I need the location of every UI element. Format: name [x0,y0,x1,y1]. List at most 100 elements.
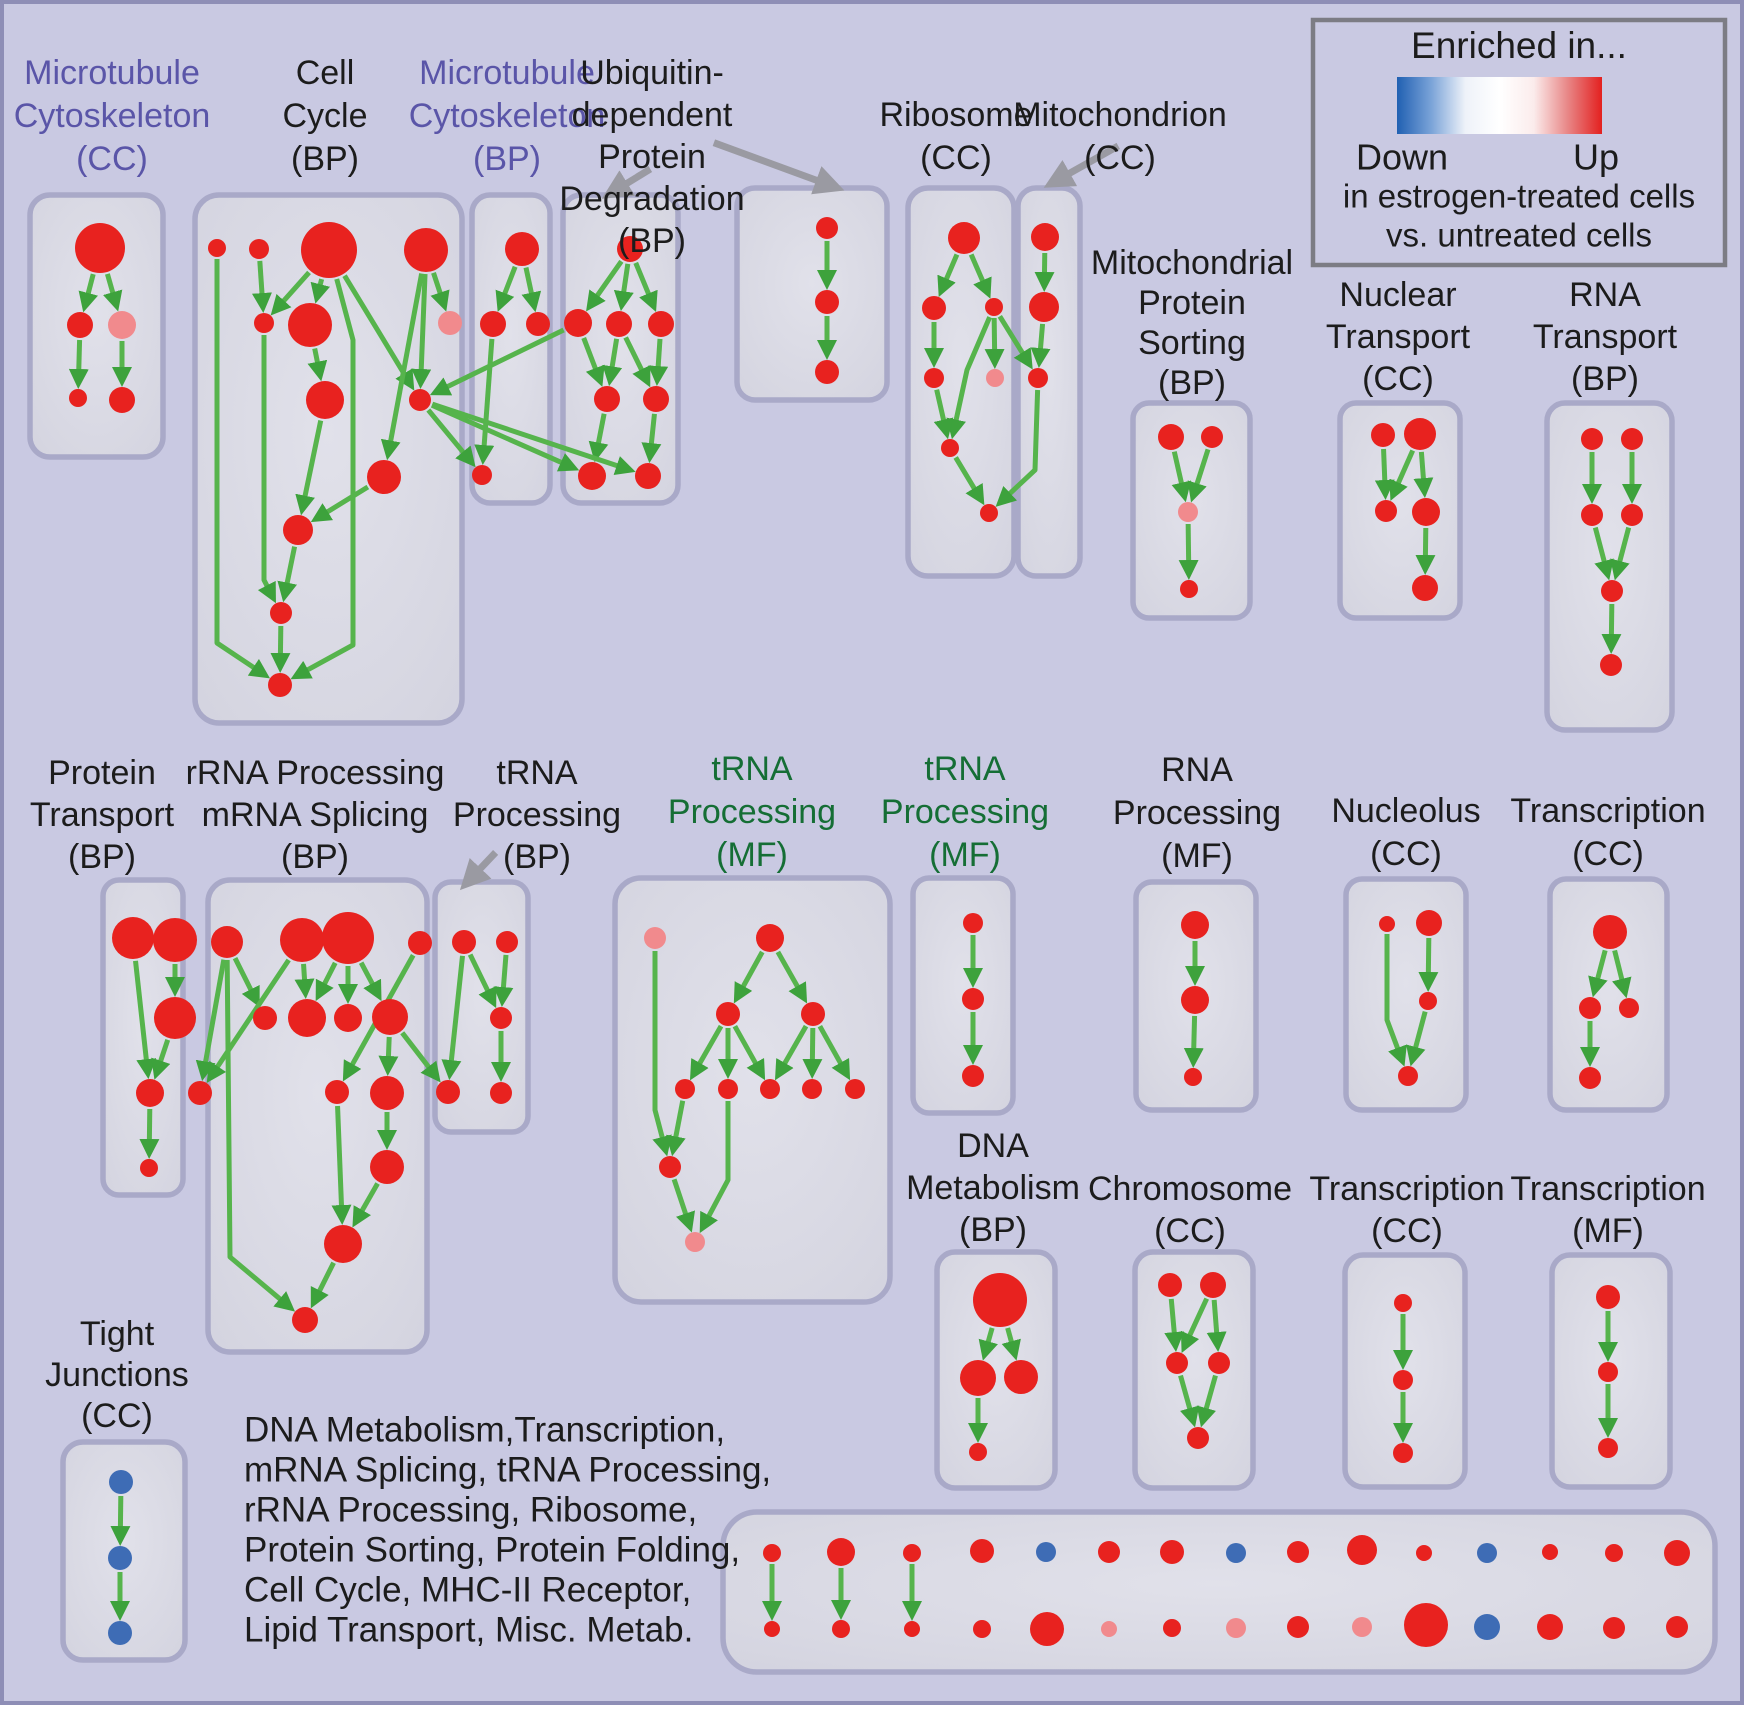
go-term-node-red [153,918,197,962]
cluster-label-rrna-mrna-bp: (BP) [281,838,349,876]
go-term-node-red [1160,1540,1184,1564]
cluster-label-nuclear-transport: Transport [1326,318,1471,356]
go-term-node-red [306,381,344,419]
cluster-label-mito-protein-sorting: Mitochondrial [1091,244,1293,282]
edge-chromosome-cc [1171,1299,1174,1335]
go-term-node-blue [108,1621,132,1645]
cluster-label-nuclear-transport: (CC) [1362,360,1434,398]
go-term-node-red [490,1007,512,1029]
cluster-label-chromosome-cc: Chromosome [1088,1170,1292,1208]
go-term-node-pink [685,1232,705,1252]
go-term-node-red [941,439,959,457]
go-term-node-red [1030,1612,1064,1646]
go-term-node-pink [1226,1618,1246,1638]
go-term-node-red [1393,1443,1413,1463]
go-term-node-red [208,239,226,257]
go-term-node-red [1664,1540,1690,1566]
cluster-label-dna-metabolism-bp: Metabolism [906,1169,1080,1207]
cluster-label-protein-transport: Protein [48,754,156,792]
go-term-node-blue [1226,1543,1246,1563]
legend-gradient-bar [1397,77,1602,134]
go-term-node-red [1163,1619,1181,1637]
cluster-label-nucleolus-cc: (CC) [1370,835,1442,873]
cluster-label-rna-processing-mf: RNA [1161,751,1233,789]
go-term-node-red [903,1544,921,1562]
go-term-node-red [1603,1617,1625,1639]
go-term-node-red [292,1307,318,1333]
misc-categories-line: rRNA Processing, Ribosome, [244,1490,697,1529]
legend-subtitle: in estrogen-treated cells [1343,178,1695,215]
go-term-node-red [1181,986,1209,1014]
go-term-node-red [436,1080,460,1104]
go-term-node-red [1581,504,1603,526]
cluster-label-transcription-mf: Transcription [1510,1170,1705,1208]
edge-rrna-mrna-bp [304,964,305,982]
cluster-label-cell-cycle: Cycle [282,97,367,135]
go-term-node-red [322,912,374,964]
go-term-node-red [452,930,476,954]
cluster-box-ubiquitin-bp-2 [737,188,887,400]
go-term-node-red [1158,1273,1182,1297]
cluster-label-transcription-cc-2: Transcription [1510,792,1705,830]
go-term-node-red [280,918,324,962]
go-term-node-pink [1352,1617,1372,1637]
edge-mito-protein-sorting [1188,524,1189,563]
go-term-node-red [1581,428,1603,450]
go-term-node-red [408,931,432,955]
go-term-node-red [1596,1285,1620,1309]
go-term-node-red [1416,910,1442,936]
go-term-node-red [922,296,946,320]
go-term-node-red [962,988,984,1010]
go-term-node-red [1579,997,1601,1019]
go-term-node-red [211,926,243,958]
go-term-node-red [1404,418,1436,450]
go-term-node-red [827,1538,855,1566]
cluster-box-transcription-cc-2 [1550,879,1667,1110]
go-term-node-red [1412,498,1440,526]
go-term-node-red [480,311,506,337]
cluster-label-rna-processing-mf: (MF) [1161,837,1233,875]
go-term-node-red [370,1150,404,1184]
go-term-node-red [1419,992,1437,1010]
cluster-label-microtubule-cc: (CC) [76,140,148,178]
go-term-node-red [1379,916,1395,932]
cluster-label-trna-mf-small: Processing [881,793,1049,831]
go-term-node-red [1180,580,1198,598]
cluster-label-ubiquitin-bp: (BP) [618,222,686,260]
go-term-node-red [140,1159,158,1177]
cluster-label-ubiquitin-bp: Protein [598,138,706,176]
cluster-label-dna-metabolism-bp: DNA [957,1127,1029,1165]
go-term-node-red [756,924,784,952]
go-term-node-red [659,1156,681,1178]
cluster-label-mitochondrion-cc: Mitochondrion [1013,96,1227,134]
go-term-node-blue [109,1470,133,1494]
go-term-node-red [760,1079,780,1099]
go-term-node-red [1619,998,1639,1018]
cluster-box-chromosome-cc [1135,1252,1253,1488]
cluster-label-microtubule-cc: Microtubule [24,54,200,92]
go-term-node-red [505,232,539,266]
go-term-node-pink [438,311,462,335]
cluster-box-nuclear-transport [1340,403,1460,618]
go-term-node-red [963,913,983,933]
go-term-node-red [948,222,980,254]
go-term-node-red [594,386,620,412]
go-term-node-red [1098,1541,1120,1563]
go-term-node-red [1404,1603,1448,1647]
go-term-node-red [1598,1438,1618,1458]
cluster-label-microtubule-bp: (BP) [473,140,541,178]
go-term-node-red [1184,1068,1202,1086]
go-term-node-red [606,311,632,337]
cluster-box-rna-transport [1547,403,1672,730]
go-term-node-red [802,1079,822,1099]
go-term-node-red [1031,223,1059,251]
go-term-node-red [288,999,326,1037]
cluster-label-ubiquitin-bp: Ubiquitin- [580,54,724,92]
cluster-label-trna-mf-small: tRNA [924,750,1006,788]
go-term-node-red [404,228,448,272]
go-term-node-blue [1036,1542,1056,1562]
go-term-node-red [268,673,292,697]
go-term-node-pink [644,927,666,949]
go-term-node-red [249,239,269,259]
